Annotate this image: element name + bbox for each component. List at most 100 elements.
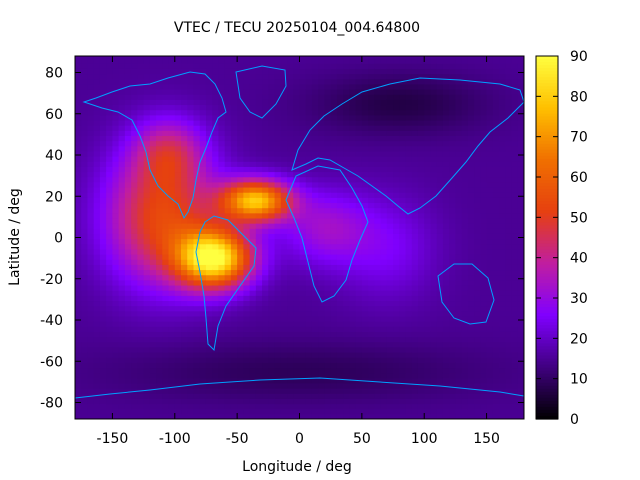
heatmap-cell [112,377,120,384]
heatmap-cell [168,362,176,369]
heatmap-cell [255,104,263,111]
heatmap-cell [311,171,319,178]
heatmap-cell [355,403,363,410]
heatmap-cell [349,393,357,399]
heatmap-cell [205,321,213,327]
heatmap-cell [87,388,95,394]
heatmap-cell [380,109,388,116]
heatmap-cell [393,83,400,90]
heatmap-cell [156,248,163,255]
heatmap-cell [243,413,251,419]
heatmap-cell [199,99,207,106]
heatmap-cell [405,233,413,240]
heatmap-cell [343,207,350,214]
heatmap-cell [299,68,307,75]
heatmap-cell [181,89,188,95]
heatmap-cell [430,166,438,173]
heatmap-cell [93,83,101,90]
heatmap-cell [162,243,170,250]
heatmap-cell [480,63,488,69]
heatmap-cell [268,310,276,317]
heatmap-cell [237,326,244,332]
heatmap-cell [480,254,488,260]
heatmap-cell [124,372,132,379]
heatmap-cell [81,140,89,147]
heatmap-cell [324,295,332,302]
heatmap-cell [499,104,506,111]
heatmap-cell [187,305,195,312]
heatmap-cell [318,248,326,255]
heatmap-cell [511,336,519,343]
heatmap-cell [361,114,369,121]
heatmap-cell [324,351,332,358]
heatmap-cell [474,279,481,286]
heatmap-cell [486,212,494,219]
heatmap-cell [499,207,506,214]
heatmap-cell [218,63,226,69]
heatmap-cell [486,104,494,111]
heatmap-cell [249,99,257,106]
heatmap-cell [474,362,481,369]
heatmap-cell [87,310,95,317]
heatmap-cell [411,388,419,394]
heatmap-cell [230,403,238,410]
heatmap-cell [131,233,138,240]
heatmap-cell [424,403,432,410]
heatmap-cell [386,176,394,183]
heatmap-cell [149,104,157,111]
heatmap-cell [249,243,257,250]
heatmap-cell [131,403,138,410]
heatmap-cell [181,94,188,100]
heatmap-cell [199,56,207,59]
heatmap-cell [361,382,369,389]
heatmap-cell [505,119,513,126]
heatmap-cell [162,326,170,332]
heatmap-cell [324,223,332,229]
heatmap-cell [99,171,107,178]
heatmap-cell [131,279,138,286]
heatmap-cell [449,351,457,358]
heatmap-cell [430,145,438,152]
heatmap-cell [436,336,444,343]
heatmap-cell [224,207,232,214]
heatmap-cell [324,305,332,312]
heatmap-cell [467,207,475,214]
heatmap-cell [305,63,313,69]
heatmap-cell [224,166,232,173]
heatmap-cell [318,413,326,419]
heatmap-cell [399,382,407,389]
heatmap-cell [499,403,506,410]
heatmap-cell [499,269,506,276]
heatmap-cell [399,279,407,286]
heatmap-cell [81,336,89,343]
heatmap-cell [75,135,82,142]
heatmap-cell [81,192,89,198]
heatmap-cell [405,346,413,353]
heatmap-cell [330,94,338,100]
heatmap-cell [480,217,488,224]
heatmap-cell [424,150,432,157]
heatmap-cell [474,212,481,219]
heatmap-cell [193,393,201,399]
heatmap-cell [205,233,213,240]
heatmap-cell [149,56,157,59]
heatmap-cell [386,181,394,188]
heatmap-cell [380,166,388,173]
heatmap-cell [486,207,494,214]
heatmap-cell [287,68,294,75]
heatmap-cell [349,238,357,245]
heatmap-cell [417,264,425,271]
heatmap-cell [262,217,269,224]
heatmap-cell [199,346,207,353]
heatmap-cell [143,78,151,85]
heatmap-cell [124,367,132,374]
heatmap-cell [474,63,481,69]
heatmap-cell [361,403,369,410]
heatmap-cell [237,408,244,415]
heatmap-cell [461,83,469,90]
heatmap-cell [205,326,213,332]
heatmap-cell [99,269,107,276]
heatmap-cell [355,63,363,69]
heatmap-cell [262,145,269,152]
heatmap-cell [168,300,176,307]
